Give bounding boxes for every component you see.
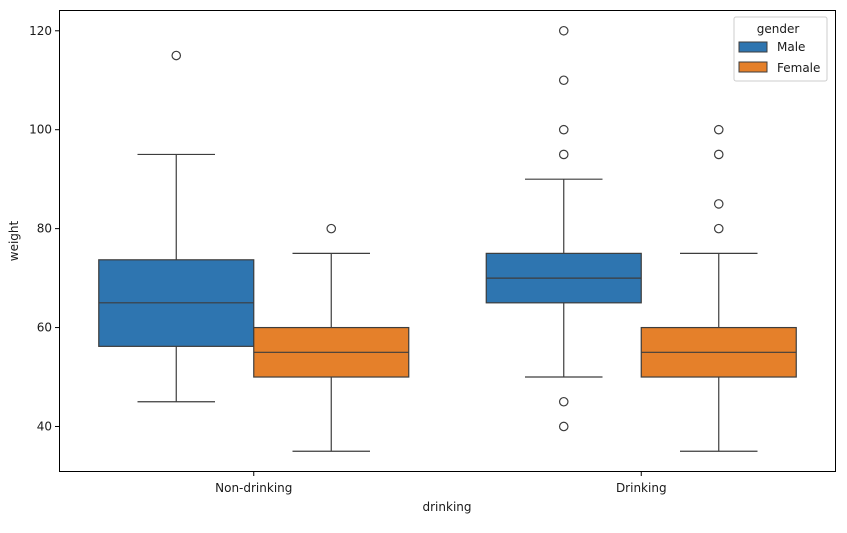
legend-swatch-female: [738, 61, 768, 73]
legend-swatch-male: [738, 41, 768, 53]
y-tick-label: 120: [29, 24, 52, 38]
outlier-point: [713, 223, 724, 234]
y-tick-label: 100: [29, 123, 52, 137]
outlier-point: [558, 396, 569, 407]
y-axis-label: weight: [7, 220, 21, 261]
outlier-point: [326, 223, 337, 234]
outlier-point: [558, 124, 569, 135]
y-tick-label: 40: [37, 419, 52, 433]
box-group-male-non-drinking: [98, 50, 255, 403]
y-tick-label: 80: [37, 222, 52, 236]
box-group-female-drinking: [640, 124, 797, 452]
x-axis: Non-drinking Drinking: [215, 471, 667, 495]
y-tick-label: 60: [37, 321, 52, 335]
y-axis: 40 60 80 100 120: [29, 24, 60, 433]
outlier-point: [713, 199, 724, 209]
x-axis-label: drinking: [423, 500, 472, 514]
plot-frame: [59, 10, 836, 472]
legend-label-female: Female: [777, 61, 820, 75]
box-group-female-non-drinking: [253, 223, 410, 452]
outlier-point: [558, 421, 569, 432]
x-tick-label: Non-drinking: [215, 481, 292, 495]
outlier-point: [713, 149, 724, 160]
outlier-point: [558, 149, 569, 160]
x-tick-label: Drinking: [616, 481, 667, 495]
outlier-point: [171, 50, 182, 61]
legend-label-male: Male: [777, 40, 805, 54]
legend: gender Male Female: [733, 16, 828, 82]
outlier-point: [558, 75, 569, 86]
box-group-male-drinking: [485, 25, 642, 432]
boxes-layer: [98, 25, 797, 452]
legend-title: gender: [757, 22, 800, 36]
outlier-point: [558, 25, 569, 36]
outlier-point: [713, 124, 724, 135]
